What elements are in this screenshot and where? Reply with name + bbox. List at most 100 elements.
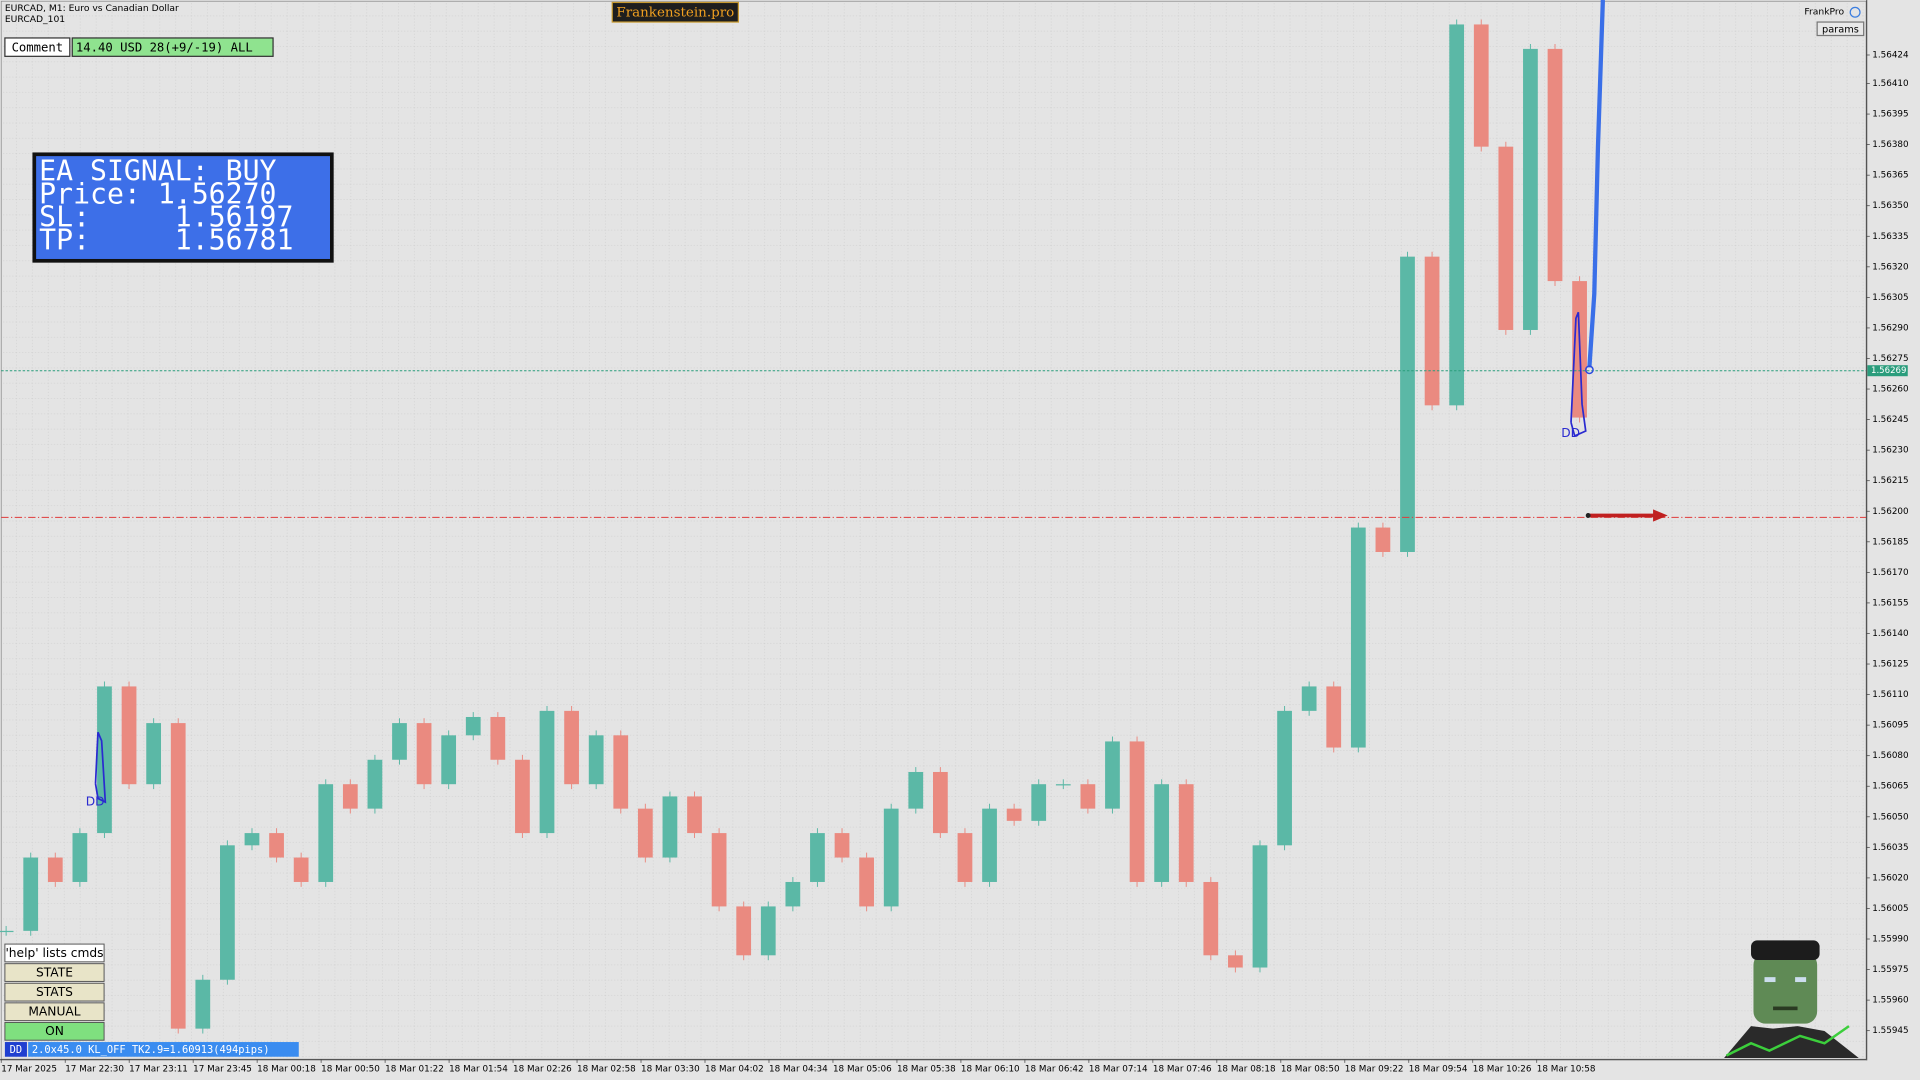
status-box <box>28 1042 299 1057</box>
projection-line <box>1587 0 1605 368</box>
price-label: 1.56395 <box>1872 110 1908 120</box>
price-label: 1.56035 <box>1872 843 1908 853</box>
bid-label: 1.56269 <box>1871 366 1906 376</box>
price-label: 1.56350 <box>1872 201 1909 211</box>
candle-body <box>1006 808 1022 821</box>
candle-body <box>1326 686 1342 748</box>
candle-body <box>883 808 899 907</box>
candle-body <box>1178 784 1194 882</box>
price-label: 1.56125 <box>1872 660 1908 670</box>
candle-body <box>1498 146 1514 330</box>
time-label: 18 Mar 03:30 <box>641 1064 700 1074</box>
comment-value-box <box>71 37 274 57</box>
bid-label-box <box>1867 365 1908 377</box>
candle-body <box>711 833 727 907</box>
cmd-button-label[interactable]: ON <box>45 1024 64 1038</box>
price-label: 1.56050 <box>1872 812 1909 822</box>
candle-body <box>392 723 407 760</box>
signal-box <box>32 152 334 263</box>
candle-body <box>588 735 604 785</box>
price-label: 1.56380 <box>1872 140 1909 150</box>
candle-body <box>72 833 88 882</box>
time-label: 18 Mar 06:42 <box>1025 1064 1084 1074</box>
price-label: 1.56410 <box>1872 79 1909 89</box>
candle-body <box>736 906 752 956</box>
candle-body <box>146 723 162 785</box>
candle-body <box>834 833 850 858</box>
candle-body <box>539 710 555 834</box>
profile: FrankPro <box>1804 7 1844 18</box>
cmd-button[interactable] <box>4 943 105 963</box>
candle-body <box>0 930 14 933</box>
brand-box <box>611 1 739 23</box>
cmd-button-label[interactable]: STATE <box>36 965 73 979</box>
candle-body <box>908 771 924 809</box>
candle-body <box>515 759 530 834</box>
status-text: 2.0x45.0 KL_OFF TK2.9=1.60913(494pips) <box>32 1044 270 1056</box>
signal-line: EA SIGNAL: BUY <box>39 155 276 188</box>
time-label: 18 Mar 09:54 <box>1409 1064 1468 1074</box>
time-label: 17 Mar 22:30 <box>65 1064 124 1074</box>
time-label: 18 Mar 01:22 <box>385 1064 444 1074</box>
sl-arrow-head <box>1653 509 1668 522</box>
comment-label-box <box>4 37 71 57</box>
dd-label: DD <box>1561 426 1580 440</box>
price-label: 1.56215 <box>1872 476 1908 486</box>
time-label: 18 Mar 10:58 <box>1537 1064 1596 1074</box>
candle-body <box>1252 845 1268 968</box>
price-label: 1.56140 <box>1872 629 1909 639</box>
price-label: 1.56080 <box>1872 751 1909 761</box>
params-button[interactable] <box>1816 21 1865 37</box>
cmd-button[interactable] <box>4 1002 105 1022</box>
candle-body <box>1523 48 1538 330</box>
price-label: 1.55945 <box>1872 1026 1908 1036</box>
cmd-button[interactable] <box>4 963 105 982</box>
candle-body <box>220 845 235 980</box>
candle-body <box>564 710 579 785</box>
mascot-body <box>1724 1026 1859 1058</box>
mascot-hair <box>1751 940 1820 960</box>
mascot-eye <box>1795 977 1807 983</box>
price-label: 1.56245 <box>1872 415 1908 425</box>
cmd-button[interactable] <box>4 982 105 1002</box>
time-label: 18 Mar 07:14 <box>1089 1064 1148 1074</box>
time-label: 18 Mar 00:18 <box>257 1064 316 1074</box>
candle-body <box>687 796 702 834</box>
cmd-button-label[interactable]: STATS <box>36 985 73 999</box>
price-label: 1.56260 <box>1872 385 1909 395</box>
price-label: 1.56185 <box>1872 537 1908 547</box>
candle-body <box>1547 48 1563 282</box>
comment-label: Comment <box>12 40 64 54</box>
params-label[interactable]: params <box>1822 24 1859 35</box>
cmd-button-label[interactable]: 'help' lists cmds <box>5 946 103 960</box>
time-label: 18 Mar 02:26 <box>513 1064 572 1074</box>
cmd-button-label[interactable]: MANUAL <box>28 1005 80 1019</box>
candle-body <box>1228 955 1243 968</box>
candle-body <box>1203 881 1219 956</box>
time-label: 18 Mar 00:50 <box>321 1064 380 1074</box>
candle-body <box>810 833 825 882</box>
price-label: 1.56170 <box>1872 568 1909 578</box>
time-label: 18 Mar 10:26 <box>1473 1064 1532 1074</box>
signal-line: SL: 1.56197 <box>39 200 293 233</box>
account: EURCAD_101 <box>5 14 65 25</box>
mascot-face <box>1753 952 1818 1024</box>
candle-body <box>465 716 481 736</box>
candle-body <box>613 735 629 809</box>
brand: Frankenstein.pro <box>616 5 734 20</box>
candle-body <box>662 796 678 858</box>
price-label: 1.56110 <box>1872 690 1909 700</box>
symbol: EURCAD, M1: Euro vs Canadian Dollar <box>5 3 179 14</box>
dd-label: DD <box>86 795 105 809</box>
candle-body <box>342 784 358 809</box>
cmd-button[interactable] <box>4 1021 105 1041</box>
candle-body <box>957 833 973 882</box>
candle-body <box>1301 686 1317 711</box>
time-label: 18 Mar 09:22 <box>1345 1064 1404 1074</box>
candle-body <box>1129 741 1145 882</box>
signal-line: Price: 1.56270 <box>39 178 276 211</box>
time-label: 18 Mar 05:38 <box>897 1064 956 1074</box>
price-label: 1.55990 <box>1872 935 1909 945</box>
candle-body <box>1350 527 1366 748</box>
